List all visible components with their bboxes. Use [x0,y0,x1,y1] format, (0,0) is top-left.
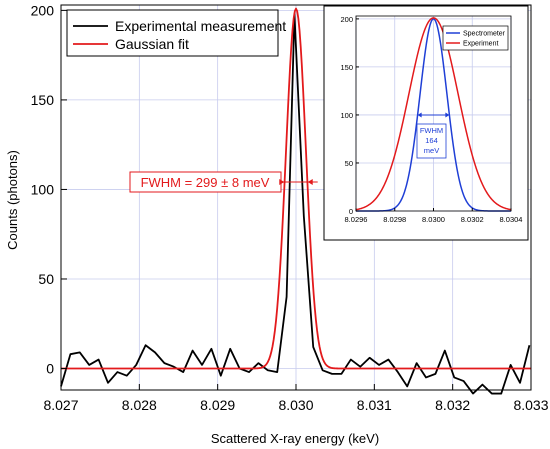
legend-label-experimental: Experimental measurement [115,18,286,34]
main-legend: Experimental measurement Gaussian fit [66,9,286,57]
main-x-tick-label: 8.031 [357,397,392,413]
inset-legend-box [442,25,509,51]
inset-x-tick-label: 8.0304 [500,215,523,224]
inset-fwhm-line-2: 164 [425,136,438,145]
inset-y-tick-label: 100 [340,111,353,120]
inset-y-tick-label: 0 [349,207,353,216]
main-x-tick-label: 8.033 [513,397,548,413]
inset-series-line-experiment [355,17,512,211]
inset-fwhm-arrowhead-right [445,112,450,118]
inset-legend-label-experiment: Experiment [463,41,498,48]
main-y-tick-label: 200 [31,2,55,18]
main-y-tick-label: 100 [31,181,55,197]
fwhm-arrowhead-right [307,179,313,185]
inset-fwhm-box [416,123,447,159]
inset-y-tick-label: 200 [340,15,353,24]
inset-fwhm-annotation: FWHM 164 meV [416,112,450,159]
inset-fwhm-arrowhead-left [417,112,422,118]
inset-fwhm-arrow [417,112,450,118]
main-y-tick-label: 0 [46,361,54,377]
main-x-tick-label: 8.030 [278,397,313,413]
main-y-tick-label: 50 [38,271,54,287]
main-x-tick-label: 8.032 [435,397,470,413]
main-x-tick-label: 8.027 [43,397,78,413]
main-axes: 8.027 8.028 8.029 8.030 8.031 8.032 8.033 0 50 10… [31,2,549,413]
inset-fwhm-line-1: FWHM [420,126,443,135]
y-axis-title: Counts (photons) [5,150,20,250]
main-x-tick-label: 8.029 [200,397,235,413]
inset-legend-label-spectrometer: Spectrometer [463,31,506,38]
legend-label-gaussian: Gaussian fit [115,36,189,52]
inset-legend: Spectrometer Experiment [442,25,509,51]
main-y-tick-label: 150 [31,92,55,108]
inset-chart: 8.0296 8.0298 8.0300 8.0302 8.0304 0 50 100 150 2… [323,5,529,241]
main-series-layer [60,7,531,395]
main-x-tick-label: 8.028 [122,397,157,413]
inset-x-tick-label: 8.0296 [345,215,368,224]
inset-fwhm-line-3: meV [424,146,439,155]
fwhm-annotation: FWHM = 299 ± 8 meV [129,171,318,193]
inset-x-tick-label: 8.0300 [422,215,445,224]
inset-axes: 8.0296 8.0298 8.0300 8.0302 8.0304 0 50 100 150 2… [340,15,522,224]
x-axis-title: Scattered X-ray energy (keV) [211,431,379,446]
inset-y-tick-label: 150 [340,63,353,72]
fwhm-arrowhead-left [279,179,285,185]
inset-x-tick-label: 8.0302 [461,215,484,224]
fwhm-annotation-label: FWHM = 299 ± 8 meV [141,175,270,190]
main-legend-box [66,9,279,57]
main-series-line-gaussian-fit [61,7,531,370]
inset-y-tick-label: 50 [345,159,353,168]
fwhm-arrow [279,179,318,185]
inset-x-tick-label: 8.0298 [383,215,406,224]
